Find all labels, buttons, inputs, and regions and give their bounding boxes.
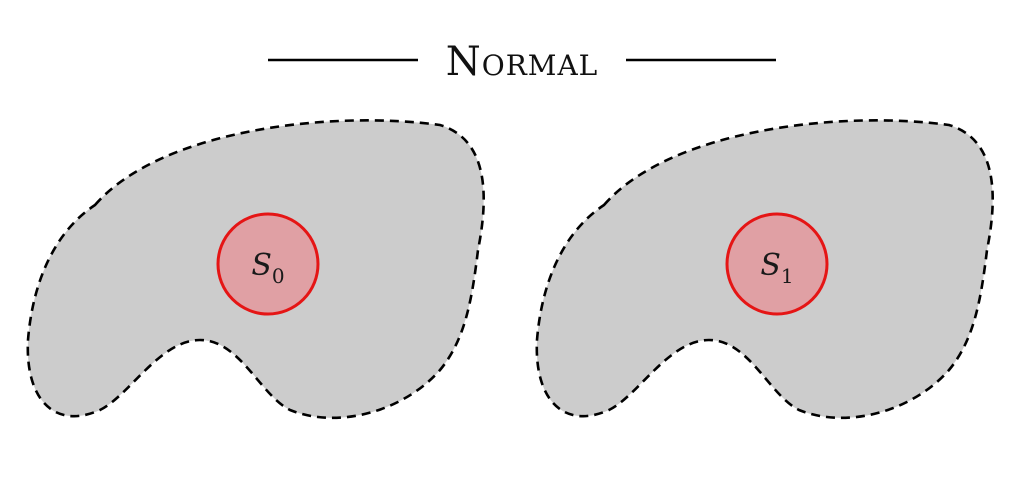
set-subscript-0: 0 — [272, 264, 285, 288]
title-text: Normal — [446, 39, 599, 85]
set-symbol-0: S — [251, 248, 272, 283]
set-label-0: S0 — [251, 248, 284, 288]
set-label-1: S1 — [760, 248, 793, 288]
set-circle-0 — [216, 212, 320, 316]
set-symbol-1: S — [760, 248, 781, 283]
set-circle-1 — [725, 212, 829, 316]
region-left-group: S0 — [26, 119, 485, 420]
set-subscript-1: 1 — [781, 264, 794, 288]
title-group: Normal — [268, 39, 776, 85]
region-right-group: S1 — [535, 119, 994, 420]
